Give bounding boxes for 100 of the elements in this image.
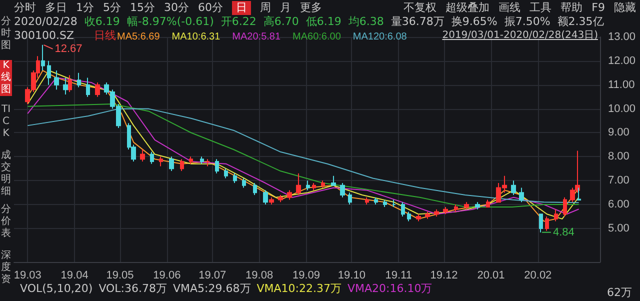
candlestick xyxy=(95,82,100,98)
text: 帮助 xyxy=(560,1,583,15)
text: 隐藏 xyxy=(614,1,636,15)
candlestick xyxy=(287,190,292,200)
candlestick xyxy=(140,149,145,162)
candlestick xyxy=(206,158,210,167)
y-tick-label: 8.00 xyxy=(608,150,630,163)
candlestick xyxy=(54,70,59,90)
candlestick xyxy=(475,202,480,210)
text: 低6.19 xyxy=(306,15,342,29)
candlestick xyxy=(425,211,430,220)
text: 周 xyxy=(260,1,271,15)
candlestick xyxy=(392,199,396,208)
candlestick xyxy=(306,180,310,191)
x-tick-label: 20.01 xyxy=(477,270,505,282)
candlestick xyxy=(180,158,184,172)
annotation: 4.84 xyxy=(552,226,574,238)
text: 振7.50% xyxy=(504,15,550,29)
candlestick xyxy=(577,187,581,201)
text: K线图 xyxy=(0,60,12,96)
text: 5分 xyxy=(103,1,121,15)
annotation: 日线 xyxy=(94,29,116,42)
x-tick-label: 19.04 xyxy=(60,270,88,282)
candlestick xyxy=(159,156,163,167)
candlestick xyxy=(511,180,516,196)
text: 画线 xyxy=(498,1,521,15)
x-tick-label: 19.06 xyxy=(153,270,181,282)
y-tick-label: 11.00 xyxy=(608,78,635,91)
candlestick xyxy=(278,194,283,203)
annotation: 2019/03/01-2020/02/28(243日) xyxy=(442,29,598,42)
candlestick xyxy=(224,168,228,179)
x-tick-label: 19.03 xyxy=(14,270,42,282)
text: 成交明细 xyxy=(0,150,12,198)
candlestick xyxy=(383,199,387,208)
text: 日 xyxy=(232,1,251,15)
text: 30分 xyxy=(164,1,189,15)
text: MA20:5.81 xyxy=(232,32,281,42)
text: 62万 xyxy=(607,286,632,299)
text: VMA10:22.37万 xyxy=(256,282,342,296)
candlestick xyxy=(233,172,237,184)
y-tick-label: 6.00 xyxy=(608,198,630,211)
candlestick xyxy=(200,156,204,164)
candlestick xyxy=(539,214,543,233)
annotation: 300100.SZ xyxy=(14,29,74,42)
text: 开6.22 xyxy=(220,15,256,29)
text: VOL:36.78万 xyxy=(98,282,168,296)
text: 更多 xyxy=(300,1,322,15)
candlestick xyxy=(77,72,81,88)
x-tick-label: 19.11 xyxy=(385,270,412,282)
candlestick xyxy=(41,44,45,72)
text: 额2.35亿 xyxy=(557,15,604,29)
text: 超级叠加 xyxy=(446,1,490,15)
candlestick xyxy=(374,196,378,206)
candlestick xyxy=(189,156,193,164)
candlestick xyxy=(348,192,352,206)
text: 多日 xyxy=(45,1,67,15)
text: 分时 xyxy=(14,1,36,15)
text: 2020/02/28 xyxy=(14,15,78,29)
candlestick xyxy=(312,182,316,191)
candlestick xyxy=(169,156,174,172)
candlestick xyxy=(416,214,421,222)
text: VMA5:29.68万 xyxy=(173,282,251,296)
text: 分价表 xyxy=(0,204,12,240)
text: 量36.78万 xyxy=(390,15,444,29)
candlestick xyxy=(407,211,411,222)
candlestick xyxy=(269,196,274,206)
text: MA5:6.69 xyxy=(117,32,160,42)
candlestick xyxy=(63,77,68,95)
text: VMA20:16.10万 xyxy=(348,282,432,296)
text: 工具 xyxy=(530,1,552,15)
x-tick-label: 19.05 xyxy=(106,270,134,282)
text: 均6.38 xyxy=(348,15,384,29)
y-tick-label: 12.00 xyxy=(608,54,636,67)
text: 高6.70 xyxy=(263,15,299,29)
candlestick xyxy=(554,208,558,222)
x-tick-label: 20.02 xyxy=(524,270,552,282)
candlestick xyxy=(253,182,257,196)
y-tick-label: 9.00 xyxy=(608,126,630,139)
candlestick xyxy=(263,190,268,206)
text: TICK xyxy=(0,104,12,140)
x-tick-label: 19.12 xyxy=(430,270,458,282)
text: 深度资 xyxy=(0,250,12,286)
text: MA60:6.00 xyxy=(292,32,342,42)
text: MA120:6.08 xyxy=(352,32,408,42)
text: MA10:6.31 xyxy=(172,32,221,42)
candlestick xyxy=(86,77,90,98)
candlestick xyxy=(434,208,439,218)
text: 幅-8.97%(-0.61) xyxy=(126,15,214,29)
text: 1分 xyxy=(76,1,94,15)
x-tick-label: 19.08 xyxy=(246,270,274,282)
candlestick xyxy=(340,182,345,198)
text: 不复权 xyxy=(404,1,437,15)
annotation: 12.67 xyxy=(54,42,82,55)
candlestick xyxy=(443,206,448,215)
candlestick xyxy=(321,180,325,188)
candlestick xyxy=(545,216,549,232)
text: VOL(5,10,20) xyxy=(20,282,93,296)
candlestick xyxy=(563,196,567,218)
y-tick-label: 5.00 xyxy=(608,222,630,234)
candlestick xyxy=(331,175,336,186)
